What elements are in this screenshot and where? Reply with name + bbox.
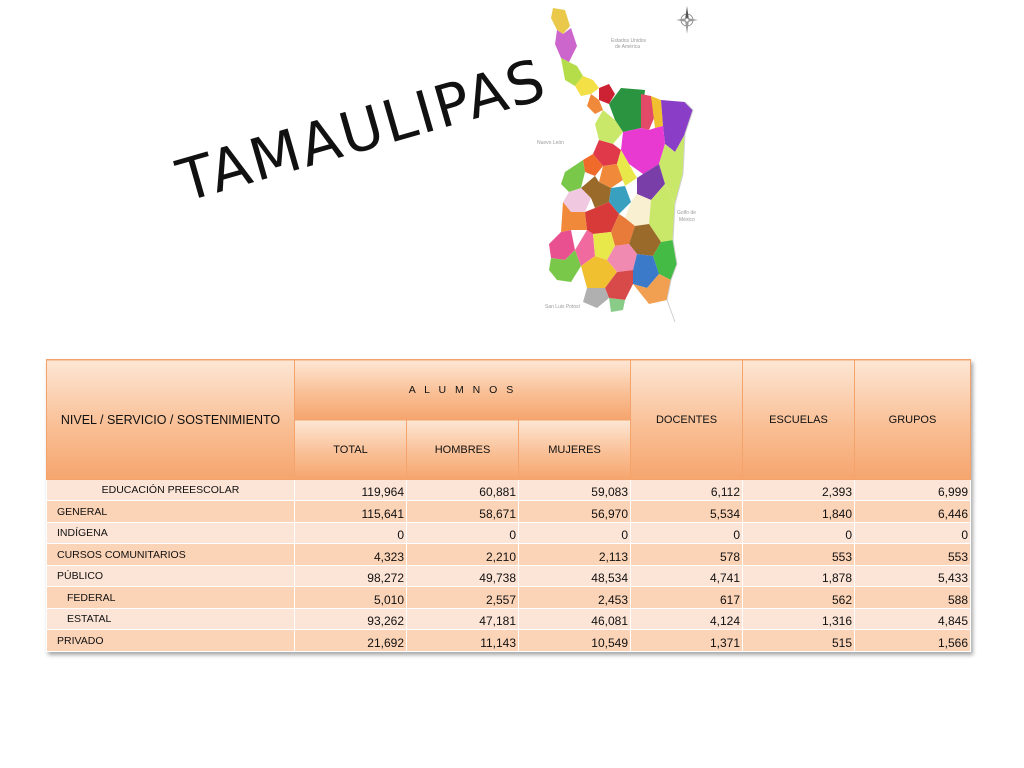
cell-mujeres: 56,970 xyxy=(518,500,631,523)
slide-title: TAMAULIPAS xyxy=(170,45,554,216)
header-mujeres: MUJERES xyxy=(518,419,631,480)
cell-docentes: 617 xyxy=(630,586,743,609)
cell-mujeres: 59,083 xyxy=(518,479,631,501)
cell-hombres: 11,143 xyxy=(406,629,519,652)
cell-escuelas: 1,840 xyxy=(742,500,855,523)
header-grupos: GRUPOS xyxy=(854,359,971,480)
cell-escuelas: 515 xyxy=(742,629,855,652)
row-label: FEDERAL xyxy=(46,586,295,609)
cell-hombres: 47,181 xyxy=(406,608,519,630)
table-row: EDUCACIÓN PREESCOLAR 119,964 60,881 59,083 6… xyxy=(46,479,971,501)
header-docentes: DOCENTES xyxy=(630,359,743,480)
cell-total: 119,964 xyxy=(294,479,407,501)
cell-mujeres: 48,534 xyxy=(518,565,631,587)
cell-mujeres: 10,549 xyxy=(518,629,631,652)
table-row: PRIVADO 21,692 11,143 10,549 1,371 515 1,566 xyxy=(46,629,971,652)
row-label: PÚBLICO xyxy=(46,565,295,587)
map-label-south: San Luis Potosí xyxy=(545,304,581,310)
cell-docentes: 578 xyxy=(630,543,743,566)
table-row: INDÍGENA 0 0 0 0 0 0 xyxy=(46,522,971,544)
row-label: CURSOS COMUNITARIOS xyxy=(46,543,295,566)
row-label: EDUCACIÓN PREESCOLAR xyxy=(46,479,295,501)
table-row: ESTATAL 93,262 47,181 46,081 4,124 1,316 4,845 xyxy=(46,608,971,630)
cell-grupos: 553 xyxy=(854,543,971,566)
cell-total: 0 xyxy=(294,522,407,544)
table-row: PÚBLICO 98,272 49,738 48,534 4,741 1,878 5,433 xyxy=(46,565,971,587)
compass-rose-icon xyxy=(676,4,698,34)
cell-grupos: 6,999 xyxy=(854,479,971,501)
tamaulipas-map: Estados Unidos de América Nuevo León Gol… xyxy=(525,4,710,330)
header-total: TOTAL xyxy=(294,419,407,480)
cell-grupos: 4,845 xyxy=(854,608,971,630)
cell-total: 115,641 xyxy=(294,500,407,523)
cell-mujeres: 46,081 xyxy=(518,608,631,630)
cell-hombres: 49,738 xyxy=(406,565,519,587)
preschool-statistics-table: NIVEL / SERVICIO / SOSTENIMIENTO A L U M… xyxy=(46,359,971,652)
header-hombres: HOMBRES xyxy=(406,419,519,480)
row-label: INDÍGENA xyxy=(46,522,295,544)
cell-escuelas: 2,393 xyxy=(742,479,855,501)
map-label-east-2: México xyxy=(679,217,695,223)
cell-total: 93,262 xyxy=(294,608,407,630)
row-label: ESTATAL xyxy=(46,608,295,630)
cell-mujeres: 2,453 xyxy=(518,586,631,609)
cell-grupos: 6,446 xyxy=(854,500,971,523)
table-row: GENERAL 115,641 58,671 56,970 5,534 1,840 6,44… xyxy=(46,500,971,523)
table-row: CURSOS COMUNITARIOS 4,323 2,210 2,113 578 553… xyxy=(46,543,971,566)
cell-docentes: 5,534 xyxy=(630,500,743,523)
cell-docentes: 4,124 xyxy=(630,608,743,630)
cell-grupos: 1,566 xyxy=(854,629,971,652)
row-label: PRIVADO xyxy=(46,629,295,652)
cell-grupos: 5,433 xyxy=(854,565,971,587)
cell-grupos: 0 xyxy=(854,522,971,544)
cell-escuelas: 553 xyxy=(742,543,855,566)
cell-escuelas: 1,316 xyxy=(742,608,855,630)
map-label-north-2: de América xyxy=(615,44,640,50)
cell-escuelas: 0 xyxy=(742,522,855,544)
cell-mujeres: 0 xyxy=(518,522,631,544)
header-alumnos: A L U M N O S xyxy=(294,359,631,420)
cell-hombres: 60,881 xyxy=(406,479,519,501)
row-label: GENERAL xyxy=(46,500,295,523)
cell-docentes: 6,112 xyxy=(630,479,743,501)
header-nivel: NIVEL / SERVICIO / SOSTENIMIENTO xyxy=(46,359,295,480)
cell-grupos: 588 xyxy=(854,586,971,609)
cell-escuelas: 1,878 xyxy=(742,565,855,587)
cell-docentes: 0 xyxy=(630,522,743,544)
cell-hombres: 58,671 xyxy=(406,500,519,523)
cell-mujeres: 2,113 xyxy=(518,543,631,566)
map-label-north: Estados Unidos xyxy=(611,38,647,44)
cell-hombres: 2,210 xyxy=(406,543,519,566)
cell-total: 4,323 xyxy=(294,543,407,566)
cell-docentes: 4,741 xyxy=(630,565,743,587)
map-label-west: Nuevo León xyxy=(537,140,564,146)
map-label-east: Golfo de xyxy=(677,210,696,216)
cell-escuelas: 562 xyxy=(742,586,855,609)
cell-hombres: 0 xyxy=(406,522,519,544)
cell-docentes: 1,371 xyxy=(630,629,743,652)
cell-total: 5,010 xyxy=(294,586,407,609)
cell-total: 21,692 xyxy=(294,629,407,652)
cell-hombres: 2,557 xyxy=(406,586,519,609)
cell-total: 98,272 xyxy=(294,565,407,587)
table-row: FEDERAL 5,010 2,557 2,453 617 562 588 xyxy=(46,586,971,609)
header-escuelas: ESCUELAS xyxy=(742,359,855,480)
